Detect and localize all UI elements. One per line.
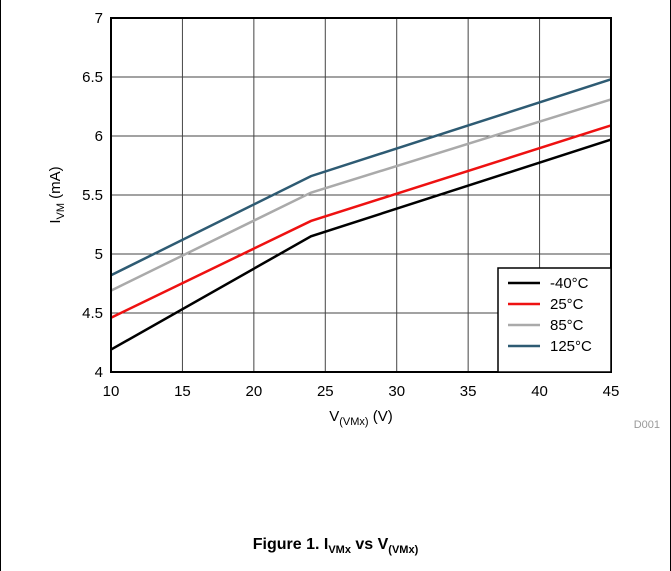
x-axis-label: V(VMx) (V) — [329, 408, 393, 428]
y-tick-label: 4 — [95, 364, 103, 381]
legend-label: 25°C — [550, 296, 584, 313]
x-tick-label: 30 — [388, 383, 405, 400]
caption-sub2: (VMx) — [388, 544, 419, 557]
y-tick-label: 4.5 — [82, 305, 103, 322]
x-tick-label: 35 — [460, 383, 477, 400]
caption-sub1: VMx — [328, 544, 351, 557]
y-tick-labels: 4 4.5 5 5.5 6 6.5 7 — [82, 10, 103, 381]
y-tick-label: 7 — [95, 10, 103, 27]
x-axis-label-sub: (VMx) — [339, 416, 368, 428]
y-tick-label: 6 — [95, 128, 103, 145]
series-line — [110, 124, 612, 319]
legend-label: 125°C — [550, 338, 592, 355]
frame-left-border — [0, 0, 1, 571]
caption-middle: vs V — [350, 536, 389, 553]
y-tick-label: 5 — [95, 246, 103, 263]
y-tick-label: 5.5 — [82, 187, 103, 204]
x-tick-label: 20 — [246, 383, 263, 400]
y-tick-label: 6.5 — [82, 69, 103, 86]
x-tick-label: 25 — [317, 383, 334, 400]
series-line — [110, 138, 612, 351]
y-axis-label-unit: (mA) — [47, 166, 64, 203]
grid-lines — [110, 17, 612, 373]
x-tick-label: 10 — [103, 383, 120, 400]
caption-prefix: Figure 1. I — [252, 536, 329, 553]
x-tick-labels: 10 15 20 25 30 35 40 45 — [103, 383, 620, 400]
y-axis-label-main: I — [47, 220, 64, 224]
plot-area — [110, 17, 612, 373]
x-tick-label: 15 — [174, 383, 191, 400]
legend-label: -40°C — [550, 275, 589, 292]
series-lines — [110, 78, 612, 351]
legend-label: 85°C — [550, 317, 584, 334]
figure-id: D001 — [634, 419, 660, 431]
x-axis-label-main: V — [329, 408, 339, 425]
y-axis-label-sub: VM — [55, 203, 67, 220]
series-line — [110, 78, 612, 277]
legend-box — [497, 267, 612, 373]
y-axis-label: IVM (mA) — [47, 166, 67, 223]
figure-caption: Figure 1. IVMx vs V(VMx) — [0, 536, 671, 556]
legend: -40°C 25°C 85°C 125°C — [497, 267, 612, 373]
line-chart: 10 15 20 25 30 35 40 45 4 4.5 5 5.5 6 6.5 7 V(VMx) (V… — [47, 10, 660, 431]
x-tick-label: 45 — [603, 383, 620, 400]
x-tick-label: 40 — [531, 383, 548, 400]
series-line — [110, 98, 612, 292]
x-axis-label-unit: (V) — [369, 408, 393, 425]
